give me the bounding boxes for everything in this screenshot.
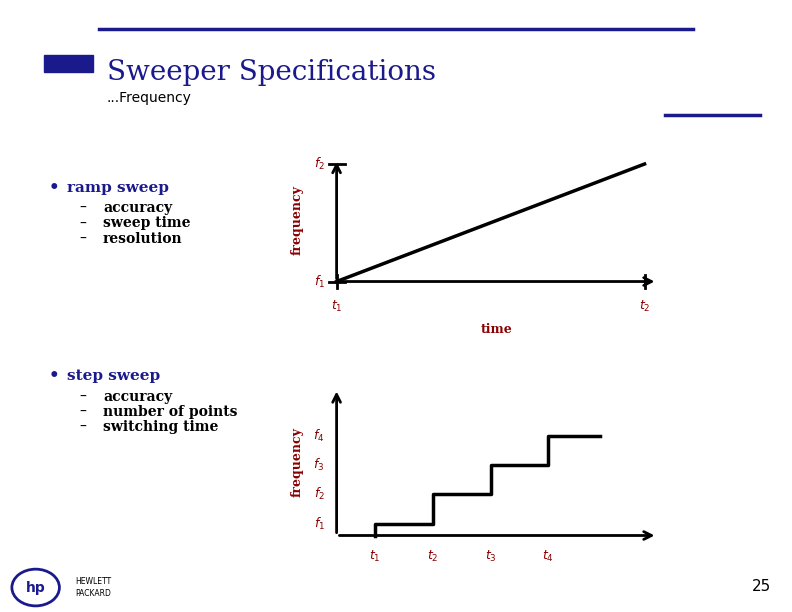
Text: time: time — [481, 323, 513, 336]
Text: $t_2$: $t_2$ — [427, 549, 439, 564]
Text: $f_1$: $f_1$ — [314, 516, 325, 532]
Text: $t_3$: $t_3$ — [485, 549, 497, 564]
Text: PACKARD: PACKARD — [75, 589, 111, 598]
Text: –: – — [79, 232, 86, 245]
Text: $t_2$: $t_2$ — [639, 299, 650, 314]
Text: number of points: number of points — [103, 405, 238, 419]
Text: ramp sweep: ramp sweep — [67, 182, 169, 195]
Text: •: • — [49, 179, 59, 198]
Text: ...Frequency: ...Frequency — [107, 91, 192, 105]
Text: $t_4$: $t_4$ — [543, 549, 554, 564]
Text: $f_3$: $f_3$ — [314, 457, 325, 473]
Text: frequency: frequency — [291, 427, 303, 497]
Text: resolution: resolution — [103, 232, 183, 245]
Text: –: – — [79, 390, 86, 403]
Text: –: – — [79, 201, 86, 215]
Text: sweep time: sweep time — [103, 217, 190, 230]
Text: step sweep: step sweep — [67, 370, 161, 383]
Text: –: – — [79, 217, 86, 230]
Text: Sweeper Specifications: Sweeper Specifications — [107, 59, 436, 86]
Text: HEWLETT: HEWLETT — [75, 577, 112, 586]
Text: –: – — [79, 420, 86, 434]
Text: •: • — [49, 367, 59, 386]
Text: $t_1$: $t_1$ — [369, 549, 381, 564]
Text: –: – — [79, 405, 86, 419]
Text: frequency: frequency — [291, 185, 303, 255]
Text: hp: hp — [26, 581, 45, 594]
Text: $f_2$: $f_2$ — [314, 156, 325, 172]
Text: $f_4$: $f_4$ — [314, 428, 325, 444]
Text: $f_1$: $f_1$ — [314, 274, 325, 289]
Text: 25: 25 — [752, 579, 771, 594]
Bar — [44, 55, 93, 72]
Text: $t_1$: $t_1$ — [331, 299, 342, 314]
Text: switching time: switching time — [103, 420, 219, 434]
Text: accuracy: accuracy — [103, 201, 172, 215]
Text: $f_2$: $f_2$ — [314, 487, 325, 502]
Text: accuracy: accuracy — [103, 390, 172, 403]
